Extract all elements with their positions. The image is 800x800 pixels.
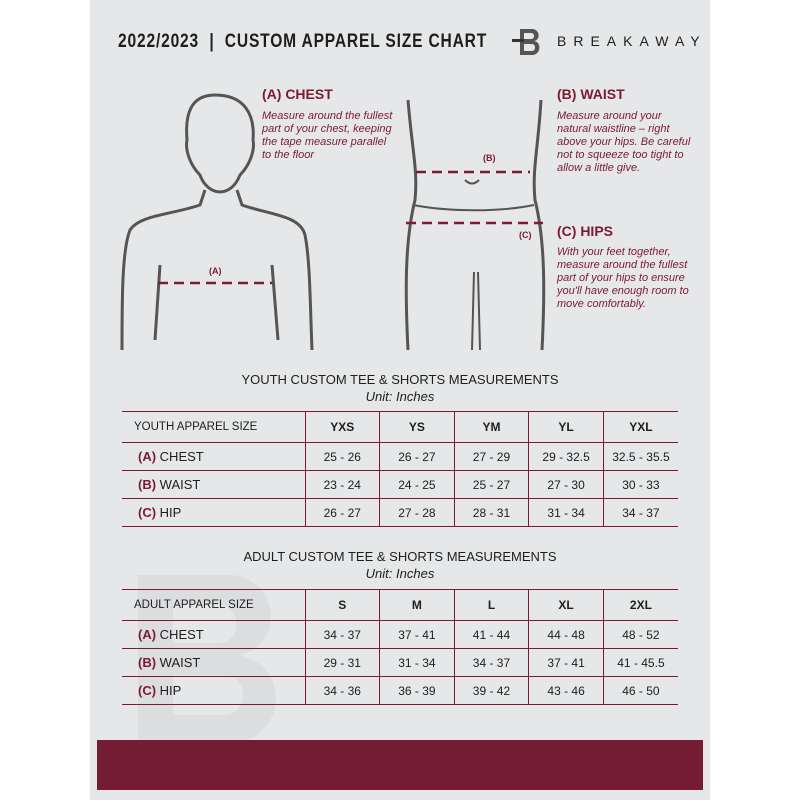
cell: 29 - 32.5 xyxy=(528,442,604,471)
cell: 30 - 33 xyxy=(602,470,678,499)
table-row: (A) CHEST 25 - 26 26 - 27 27 - 29 29 - 32.5 3… xyxy=(122,442,678,471)
cell: 23 - 24 xyxy=(304,470,380,499)
adult-section-title: ADULT CUSTOM TEE & SHORTS MEASUREMENTS xyxy=(243,549,557,564)
cell: 43 - 46 xyxy=(528,676,604,705)
cell: 34 - 37 xyxy=(453,648,529,677)
table-row: (C) HIP 26 - 27 27 - 28 28 - 31 31 - 34 34 - … xyxy=(122,498,678,527)
size-header: L xyxy=(453,589,529,621)
cell: 29 - 31 xyxy=(304,648,380,677)
size-header: M xyxy=(379,589,455,621)
table-row: (B) WAIST 23 - 24 24 - 25 25 - 27 27 - 30 30 … xyxy=(122,470,678,499)
size-header: YL xyxy=(528,411,604,443)
cell: 34 - 37 xyxy=(304,620,380,649)
cell: 48 - 52 xyxy=(602,620,678,649)
cell: 25 - 27 xyxy=(453,470,529,499)
cell: 27 - 30 xyxy=(528,470,604,499)
youth-section-title: YOUTH CUSTOM TEE & SHORTS MEASUREMENTS xyxy=(241,372,559,387)
head-outline xyxy=(185,93,255,194)
cell: 31 - 34 xyxy=(528,498,604,527)
size-label: ADULT APPAREL SIZE xyxy=(122,589,305,621)
cell: 41 - 45.5 xyxy=(602,648,678,677)
cell: 27 - 29 xyxy=(453,442,529,471)
chest-heading: (A) CHEST xyxy=(262,86,333,102)
breakaway-logo-icon xyxy=(512,29,540,55)
hips-description: With your feet together, measure around … xyxy=(557,246,689,310)
waist-marker: (B) xyxy=(483,153,496,163)
table-row: (B) WAIST 29 - 31 31 - 34 34 - 37 37 - 41 41 … xyxy=(122,648,678,677)
cell: 34 - 37 xyxy=(602,498,678,527)
cell: 36 - 39 xyxy=(379,676,455,705)
cell: 28 - 31 xyxy=(453,498,529,527)
adult-unit: Unit: Inches xyxy=(365,566,435,581)
cell: 31 - 34 xyxy=(379,648,455,677)
row-label: (B) WAIST xyxy=(122,648,305,677)
cell: 37 - 41 xyxy=(379,620,455,649)
page-title: 2022/2023 | CUSTOM APPAREL SIZE CHART xyxy=(118,31,488,52)
hips-heading: (C) HIPS xyxy=(557,223,613,239)
youth-size-table: YOUTH APPAREL SIZE YXS YS YM YL YXL (A) … xyxy=(122,411,678,527)
cell: 34 - 36 xyxy=(304,676,380,705)
size-header: YXL xyxy=(602,411,678,443)
row-label: (B) WAIST xyxy=(122,470,305,499)
size-header: YXS xyxy=(304,411,380,443)
cell: 39 - 42 xyxy=(453,676,529,705)
row-label: (A) CHEST xyxy=(122,442,305,471)
shoulders-outline xyxy=(120,189,314,351)
size-header: YM xyxy=(453,411,529,443)
cell: 32.5 - 35.5 xyxy=(602,442,678,471)
brand-name: BREAKAWAY xyxy=(557,33,707,49)
cell: 26 - 27 xyxy=(379,442,455,471)
cell: 41 - 44 xyxy=(453,620,529,649)
table-header-row: YOUTH APPAREL SIZE YXS YS YM YL YXL xyxy=(122,411,678,443)
cell: 27 - 28 xyxy=(379,498,455,527)
torso-outline xyxy=(404,99,546,351)
youth-unit: Unit: Inches xyxy=(365,389,435,404)
table-header-row: ADULT APPAREL SIZE S M L XL 2XL xyxy=(122,589,678,621)
body-diagram xyxy=(120,93,546,351)
row-label: (C) HIP xyxy=(122,498,305,527)
cell: 24 - 25 xyxy=(379,470,455,499)
waist-heading: (B) WAIST xyxy=(557,86,625,102)
size-header: S xyxy=(304,589,380,621)
table-row: (C) HIP 34 - 36 36 - 39 39 - 42 43 - 46 46 - … xyxy=(122,676,678,705)
cell: 46 - 50 xyxy=(602,676,678,705)
chest-description: Measure around the fullest part of your … xyxy=(262,110,393,161)
cell: 26 - 27 xyxy=(304,498,380,527)
cell: 25 - 26 xyxy=(304,442,380,471)
table-row: (A) CHEST 34 - 37 37 - 41 41 - 44 44 - 48 48 … xyxy=(122,620,678,649)
adult-size-table: ADULT APPAREL SIZE S M L XL 2XL (A) CHES… xyxy=(122,589,678,705)
row-label: (A) CHEST xyxy=(122,620,305,649)
cell: 44 - 48 xyxy=(528,620,604,649)
row-label: (C) HIP xyxy=(122,676,305,705)
size-header: 2XL xyxy=(602,589,678,621)
size-header: XL xyxy=(528,589,604,621)
hips-marker: (C) xyxy=(519,230,532,240)
size-header: YS xyxy=(379,411,455,443)
cell: 37 - 41 xyxy=(528,648,604,677)
waist-description: Measure around your natural waistline – … xyxy=(557,110,691,174)
size-label: YOUTH APPAREL SIZE xyxy=(122,411,305,443)
footer-bar xyxy=(97,740,703,790)
chest-marker: (A) xyxy=(209,266,222,276)
